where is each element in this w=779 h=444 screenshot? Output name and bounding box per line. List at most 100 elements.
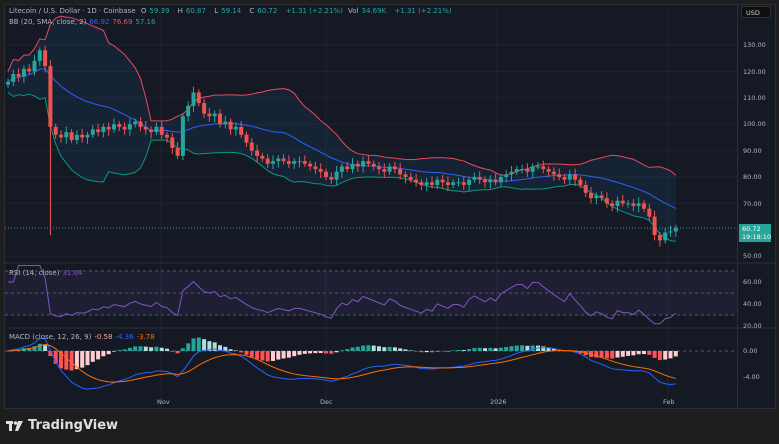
macd-histogram-bar (445, 350, 450, 352)
tradingview-logo[interactable]: TradingView (6, 418, 118, 433)
candle-body (85, 134, 90, 138)
candle-body (382, 169, 387, 172)
change-value: +1.31 (+2.21%) (285, 7, 343, 15)
candle-body (493, 179, 498, 183)
macd-histogram-bar (647, 351, 652, 355)
macd-histogram-bar (594, 351, 599, 358)
candle-body (551, 171, 556, 175)
macd-histogram-bar (265, 351, 270, 362)
macd-histogram-bar (133, 346, 138, 351)
macd-histogram-bar (551, 348, 556, 351)
macd-histogram-bar (255, 351, 260, 360)
candle-body (175, 147, 180, 156)
candle-body (504, 174, 509, 177)
candle-body (424, 182, 429, 185)
macd-histogram-bar (313, 351, 318, 354)
open-label: O (140, 7, 147, 15)
macd-histogram-bar (377, 346, 381, 351)
currency-button[interactable]: USD (741, 6, 771, 18)
candle-body (165, 134, 169, 138)
candle-body (233, 126, 238, 130)
bb-lower: 57.16 (135, 18, 156, 26)
candle-body (445, 182, 450, 185)
macd-histogram-bar (260, 351, 265, 361)
candle-body (16, 74, 21, 77)
candle-body (647, 208, 652, 217)
candle-body (302, 161, 307, 164)
candle-body (594, 195, 599, 199)
macd-histogram-bar (530, 345, 535, 351)
macd-histogram-bar (440, 350, 445, 352)
candle-body (573, 174, 578, 180)
macd-histogram-bar (212, 342, 217, 351)
change-value-2: +1.31 (+2.21%) (394, 7, 452, 15)
macd-histogram-bar (244, 351, 249, 355)
candle-body (318, 169, 323, 172)
time-tick: Nov (157, 398, 170, 406)
candle-body (483, 179, 487, 183)
macd-histogram-bar (138, 346, 143, 351)
macd-histogram-bar (392, 347, 397, 351)
candle-body (292, 161, 297, 164)
macd-histogram-bar (308, 351, 313, 354)
macd-histogram-bar (350, 347, 355, 351)
candle-body (361, 161, 366, 167)
price-tick: 110.00 (743, 94, 766, 102)
price-axis[interactable] (738, 4, 776, 409)
candle-body (80, 134, 85, 138)
rsi-line (8, 265, 677, 325)
macd-histogram-bar (223, 346, 228, 351)
macd-histogram-bar (668, 351, 673, 359)
candle-body (451, 182, 456, 185)
signal-value: -3.78 (136, 333, 155, 341)
bb-label: BB (20, SMA, close, 2) (9, 18, 87, 26)
candle-body (371, 163, 376, 167)
candle-body (673, 227, 678, 232)
macd-legend[interactable]: MACD (close, 12, 26, 9) -0.58 -4.36 -3.78 (9, 333, 158, 341)
candle-body (626, 203, 631, 205)
candle-body (11, 74, 16, 82)
candle-body (583, 184, 588, 193)
time-tick: Feb (663, 398, 675, 406)
rsi-legend[interactable]: RSI (14, close) 31.64 (9, 269, 86, 277)
candle-body (154, 126, 159, 133)
candle-body (286, 161, 291, 164)
bb-legend[interactable]: BB (20, SMA, close, 2) 66.92 76.69 57.16 (9, 18, 158, 26)
symbol-title[interactable]: Litecoin / U.S. Dollar · 1D · Coinbase (9, 7, 136, 15)
candle-body (207, 113, 212, 117)
candle-body (387, 166, 392, 172)
high-label: H (177, 7, 183, 15)
macd-histogram-bar (324, 351, 328, 354)
candle-body (525, 169, 530, 172)
candle-body (255, 150, 260, 156)
candle-body (657, 235, 662, 241)
candle-body (308, 163, 313, 167)
macd-histogram-bar (292, 351, 297, 357)
candle-body (186, 105, 191, 117)
rsi-label: RSI (14, close) (9, 269, 60, 277)
candle-body (149, 129, 154, 133)
candle-body (96, 129, 101, 133)
candle-body (329, 177, 334, 180)
candle-body (578, 179, 583, 185)
macd-histogram-bar (218, 345, 222, 351)
macd-histogram-bar (276, 351, 281, 360)
macd-histogram-bar (96, 351, 101, 360)
macd-histogram-bar (122, 349, 127, 351)
price-tick: 130.00 (743, 41, 766, 49)
candle-body (435, 179, 440, 185)
candle-body (271, 161, 275, 164)
candle-body (212, 113, 217, 117)
candle-body (366, 161, 371, 164)
macd-histogram-bar (329, 351, 334, 354)
macd-histogram-bar (302, 351, 307, 354)
macd-histogram-bar (403, 349, 408, 351)
macd-histogram-bar (339, 350, 344, 351)
candle-body (112, 124, 116, 130)
macd-histogram-bar (143, 346, 148, 351)
candle-body (514, 169, 519, 172)
macd-label: MACD (close, 12, 26, 9) (9, 333, 92, 341)
price-tick: 50.00 (743, 252, 762, 260)
macd-histogram-bar (80, 351, 85, 368)
